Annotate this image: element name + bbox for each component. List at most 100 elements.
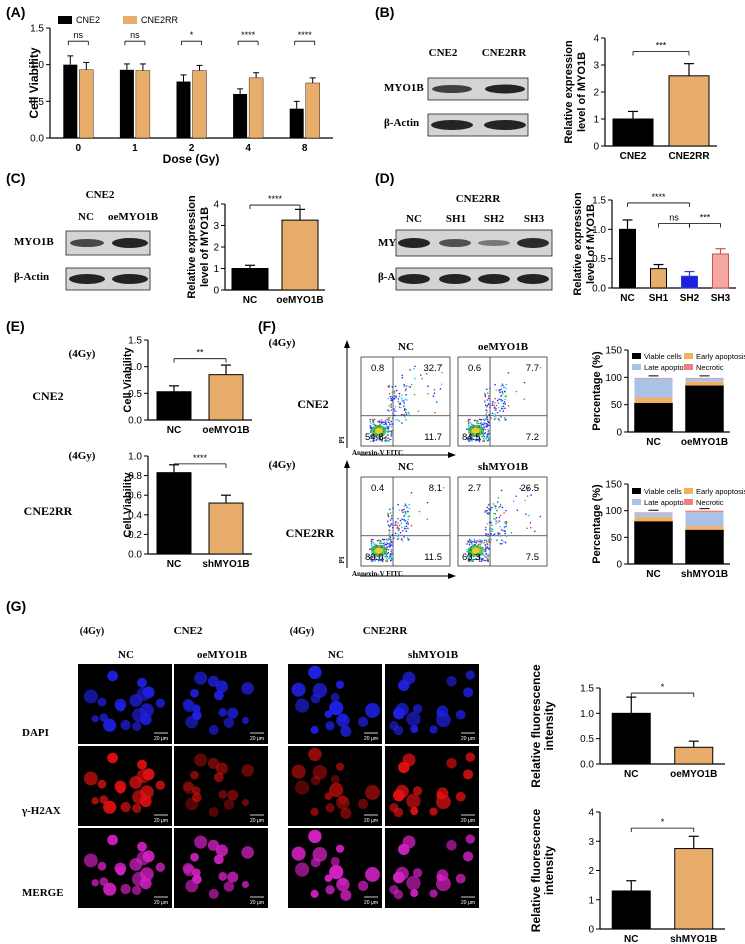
flow-plot-cne2-nc-event-dot [378, 420, 381, 423]
flow-plot-cne2rr-sh-event-dot [487, 553, 489, 555]
micrograph-dapi-cne2rr-nc-nucleus [329, 700, 344, 716]
y-tick-label-C: 2 [213, 243, 219, 254]
flow-plot-cne2rr-sh-event-dot [485, 547, 487, 549]
flow-plot-cne2-nc-event-dot [387, 429, 390, 432]
flow-plot-cne2rr-nc-event-dot [394, 524, 397, 526]
western-blot-d-actin-band [439, 274, 471, 284]
flow-plot-cne2-nc-event-dot [405, 385, 408, 387]
micrograph-h2ax-cne2rr-sh-nucleus [465, 752, 476, 762]
flow-plot-cne2-oe-event-dot [503, 417, 506, 419]
micrograph-dapi-cne2-oe-nucleus [213, 690, 224, 701]
flow-plot-cne2rr-sh-event-dot [486, 511, 488, 513]
x-tick-label-G1: oeMYO1B [670, 769, 717, 780]
micrograph-dapi-cne2rr-sh-nucleus [395, 702, 409, 717]
flow-plot-cne2-nc-event-dot [379, 438, 382, 440]
flow-plot-cne2rr-nc-event-dot [379, 542, 381, 545]
flow-plot-cne2-nc-event-dot [382, 421, 385, 424]
y-tick-label-A: 0.0 [30, 134, 44, 145]
flow-plot-cne2-oe-event-dot [489, 406, 491, 409]
micrograph-h2ax-cne2rr-nc-nucleus [310, 775, 321, 786]
flow-plot-cne2rr-nc-event-dot [388, 529, 391, 532]
micrograph-merge-cne2-nc-nucleus [99, 877, 109, 886]
flow-plot-cne2rr-sh-event-dot [499, 535, 501, 538]
western-blot-d-myo1b-band [439, 239, 471, 247]
micrograph-h2ax-cne2rr-sh-scalebar: 20 μm [461, 818, 475, 824]
legend-label-A: CNE2RR [141, 15, 179, 25]
x-tick-label-F2: shMYO1B [681, 569, 728, 580]
flow-plot-cne2rr-sh-event-dot [539, 515, 542, 518]
bar-D [650, 268, 667, 289]
annexin-label-2: Annexin-V FITC [352, 570, 403, 578]
significance-label-E2: **** [193, 453, 208, 463]
flow-plot-cne2-nc-event-dot [405, 393, 407, 396]
flow-plot-cne2rr-nc-event-dot [385, 538, 388, 541]
y-tick-label-C: 4 [213, 200, 219, 211]
micrograph-merge-cne2-nc-nucleus [120, 883, 131, 895]
micrograph-merge-cne2-nc-nucleus [107, 834, 118, 846]
flow-plot-cne2-nc-event-dot [370, 436, 373, 439]
flow-plot-cne2-oe-event-dot [466, 428, 468, 431]
flow-plot-cne2-oe-event-dot [500, 416, 502, 418]
y-axis-title-A: Cell Viability [27, 47, 41, 118]
flow-plot-cne2rr-nc-event-dot [407, 515, 409, 518]
flow-plot-cne2rr-sh-event-dot [519, 487, 522, 490]
flow-plot-cne2rr-nc-event-dot [392, 526, 394, 529]
flow-plot-cne2rr-nc-event-dot [395, 520, 397, 523]
stacked-bar-segment-F1 [685, 377, 724, 379]
flow-plot-cne2-nc-event-dot [417, 410, 420, 412]
lane-label-sh1-d: SH1 [446, 213, 466, 225]
flow-plot-cne2rr-nc-event-dot [389, 553, 392, 556]
flow-plot-cne2rr-sh-event-dot [480, 557, 482, 560]
micrograph-h2ax-cne2-nc-scalebar: 20 μm [154, 818, 168, 824]
flow-plot-cne2rr-nc-event-dot [396, 524, 398, 526]
flow-plot-cne2rr-sh-event-dot [527, 489, 529, 492]
flow-plot-cne2-nc-event-dot [369, 427, 372, 429]
micrograph-dapi-cne2-nc-nucleus [120, 719, 131, 731]
y-axis-title-F2: Percentage (%) [591, 484, 603, 564]
flow-plot-cne2rr-sh-event-dot [489, 503, 492, 505]
flow-plot-cne2rr-sh-event-dot [487, 503, 490, 506]
y-tick-label-C: 3 [213, 221, 219, 232]
flow-plot-cne2rr-nc-event-dot [400, 522, 403, 524]
flow-plot-cne2-oe-event-dot [504, 390, 506, 393]
flow-plot-cne2rr-sh-event-dot [468, 543, 471, 546]
flow-plot-cne2rr-nc-event-dot [369, 557, 372, 560]
flow-plot-cne2rr-sh-event-dot [500, 528, 503, 531]
micrograph-merge-cne2rr-nc-nucleus [357, 880, 369, 891]
flow-plot-cne2-nc-density-peak [374, 427, 383, 434]
y-tick-label-B: 0 [593, 142, 599, 153]
micrograph-h2ax-cne2-nc-nucleus [132, 789, 147, 805]
flow-plot-cne2rr-nc-quadrant-ul: 0.4 [371, 483, 384, 494]
flow-plot-cne2rr-nc-event-dot [410, 491, 413, 494]
flow-plot-cne2rr-nc-event-dot [388, 508, 391, 511]
flow-plot-cne2rr-sh-event-dot [497, 521, 499, 524]
flow-plot-cne2-oe-event-dot [487, 395, 490, 397]
flow-plot-cne2-oe-event-dot [489, 396, 492, 399]
flow-plot-cne2rr-sh-event-dot [505, 522, 507, 525]
flow-plot-cne2-nc-event-dot [405, 413, 408, 415]
flow-plot-cne2-oe-event-dot [486, 435, 488, 438]
flow-plot-cne2rr-sh-event-dot [497, 496, 500, 499]
flow-plot-cne2rr-nc-event-dot [376, 539, 379, 542]
flow-plot-cne2rr-sh-event-dot [468, 538, 471, 541]
flow-plot-cne2rr-nc-event-dot [426, 518, 429, 520]
flow-plot-cne2rr-nc-event-dot [407, 523, 410, 525]
y-axis-title-D: Relative expression [572, 192, 584, 296]
flow-plot-cne2-nc-event-dot [373, 439, 375, 442]
flow-plot-cne2-nc-event-dot [385, 435, 387, 438]
col-label-oemyo1b-f: oeMYO1B [478, 341, 529, 353]
flow-plot-cne2rr-nc-event-dot [406, 506, 408, 508]
micrograph-h2ax-cne2rr-nc-nucleus [338, 795, 347, 804]
micrograph-merge-cne2-nc-scalebar: 20 μm [154, 900, 168, 906]
flow-plot-cne2-nc-event-dot [385, 426, 388, 428]
flow-plot-cne2rr-sh-event-dot [495, 520, 498, 522]
y-tick-label-G2: 2 [588, 866, 594, 877]
flow-plot-cne2rr-sh-event-dot [481, 542, 483, 544]
micrograph-merge-cne2-oe-scalebar: 20 μm [250, 900, 264, 906]
stacked-bar-segment-F1 [634, 378, 673, 398]
flow-plot-cne2-nc-event-dot [405, 408, 407, 411]
flow-plot-cne2-oe-event-dot [504, 407, 506, 410]
flow-plot-cne2rr-sh-event-dot [484, 543, 487, 546]
x-tick-label-D: SH2 [680, 293, 700, 304]
micrograph-merge-cne2rr-nc-nucleus [365, 867, 380, 882]
